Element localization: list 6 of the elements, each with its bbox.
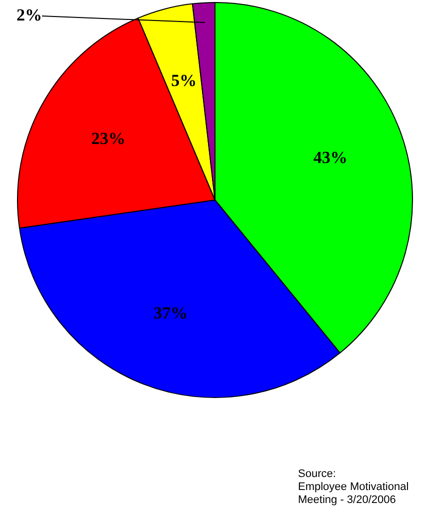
- data-label: 43%: [313, 148, 348, 168]
- data-label: 23%: [91, 129, 126, 148]
- data-label: 5%: [171, 70, 197, 90]
- data-label: 37%: [154, 303, 188, 322]
- data-label: 2%: [16, 5, 42, 24]
- source-note: Source: Employee Motivational Meeting - 3/20/2006: [298, 468, 409, 507]
